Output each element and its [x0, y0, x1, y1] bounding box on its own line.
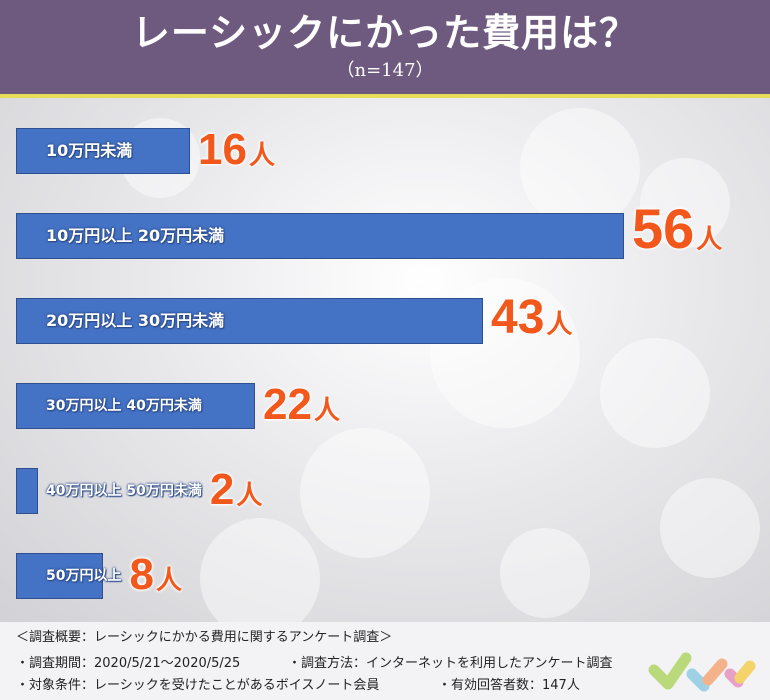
chart-subtitle: （n=147）	[336, 60, 434, 81]
plot-area: 10万円未満 16人 10万円以上 20万円未満 56人 20万円以上 30万円未満 43…	[0, 98, 770, 622]
value-label: 2人	[210, 468, 263, 517]
value-unit: 人	[696, 224, 723, 254]
value-unit: 人	[546, 309, 573, 339]
value-unit: 人	[313, 395, 340, 425]
bokeh-decoration	[600, 338, 710, 448]
value-label: 16人	[198, 128, 275, 177]
value-unit: 人	[236, 480, 263, 510]
value-number: 2	[209, 465, 235, 514]
category-label: 10万円未満	[46, 141, 133, 160]
bokeh-decoration	[200, 518, 320, 622]
value-label: 43人	[491, 294, 572, 348]
chart-header: レーシックにかった費用は？ （n=147）	[0, 0, 770, 98]
bar	[16, 128, 190, 174]
value-unit: 人	[248, 140, 275, 170]
survey-period: ・調査期間：2020/5/21〜2020/5/25	[16, 656, 241, 671]
bokeh-decoration	[300, 428, 430, 558]
value-number: 43	[491, 291, 545, 344]
category-label: 30万円以上 40万円未満	[46, 398, 202, 414]
category-label: 50万円以上	[46, 568, 122, 584]
value-label: 56人	[632, 201, 722, 267]
survey-respondents: ・有効回答者数：147人	[438, 678, 580, 693]
bar	[16, 553, 103, 599]
survey-method: ・調査方法：インターネットを利用したアンケート調査	[288, 656, 613, 671]
survey-footer: ＜調査概要：レーシックにかかる費用に関するアンケート調査＞ ・調査期間：2020…	[0, 622, 770, 700]
value-unit: 人	[155, 565, 182, 595]
value-number: 56	[632, 197, 695, 260]
bokeh-decoration	[520, 108, 640, 228]
value-label: 8人	[129, 553, 182, 602]
category-label: 40万円以上 50万円未満	[46, 483, 202, 499]
bokeh-decoration	[660, 478, 760, 578]
bar	[16, 213, 624, 259]
survey-heading: ＜調査概要：レーシックにかかる費用に関するアンケート調査＞	[16, 630, 393, 645]
chart-title: レーシックにかった費用は？	[131, 10, 639, 55]
value-number: 8	[129, 550, 154, 599]
bokeh-decoration	[500, 528, 590, 618]
survey-target: ・対象条件：レーシックを受けたことがあるボイスノート会員	[16, 678, 380, 693]
voicenote-logo-icon	[648, 652, 756, 692]
bar	[16, 468, 38, 514]
category-label: 20万円以上 30万円未満	[46, 311, 225, 330]
bar	[16, 383, 255, 429]
bokeh-decoration	[640, 158, 730, 248]
value-number: 22	[263, 380, 312, 429]
value-number: 16	[198, 125, 247, 174]
value-label: 22人	[263, 383, 340, 432]
bar	[16, 298, 483, 344]
category-label: 10万円以上 20万円未満	[46, 226, 225, 245]
